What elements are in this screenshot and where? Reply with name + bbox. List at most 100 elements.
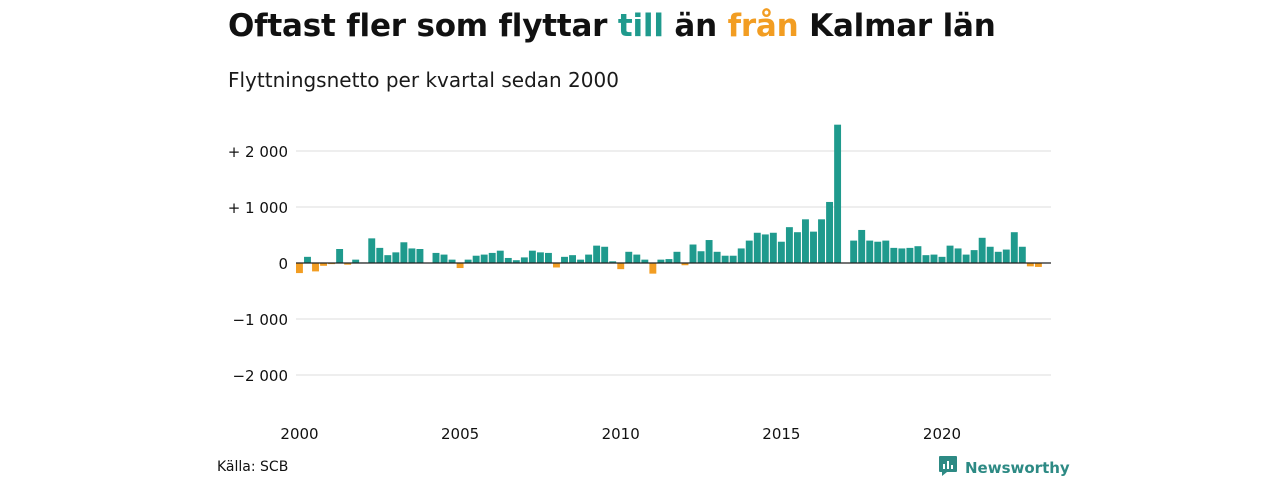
bar: [593, 245, 601, 263]
title-part: Oftast fler som flyttar: [228, 8, 618, 44]
bar: [577, 259, 585, 263]
bar: [922, 255, 930, 263]
bar: [392, 252, 400, 263]
bar: [408, 248, 416, 263]
bar: [400, 242, 408, 263]
bar: [520, 257, 528, 263]
bar: [344, 263, 352, 265]
bar: [416, 249, 424, 263]
bar: [906, 247, 914, 263]
bar: [352, 259, 360, 263]
bar: [970, 250, 978, 263]
bar: [320, 263, 328, 266]
bar: [850, 240, 858, 263]
bar: [882, 240, 890, 263]
chart-title: Oftast fler som flyttar till än från Kal…: [228, 8, 996, 44]
bar: [561, 256, 568, 263]
bar: [729, 255, 737, 263]
bar: [1010, 232, 1018, 263]
bar: [456, 263, 464, 269]
bar: [898, 248, 906, 263]
bar: [793, 232, 801, 263]
y-tick-label: −2 000: [232, 367, 288, 385]
bar: [432, 252, 440, 263]
x-tick-label: 2010: [602, 425, 640, 443]
bar: [384, 255, 392, 263]
y-tick-label: + 2 000: [228, 143, 288, 161]
source-note: Källa: SCB: [217, 459, 289, 475]
y-tick-label: + 1 000: [228, 199, 288, 217]
bar: [930, 254, 938, 263]
bar: [914, 246, 922, 263]
y-axis-labels: + 2 000 + 1 000 0 −1 000 −2 000: [228, 143, 288, 385]
bar: [753, 232, 761, 263]
bar: [946, 245, 954, 263]
bar: [938, 256, 946, 263]
bar: [625, 251, 633, 263]
bar: [785, 227, 793, 263]
bar: [713, 251, 721, 263]
bar: [721, 255, 729, 263]
bar: [480, 254, 488, 263]
title-part: än: [663, 8, 728, 44]
bars: [296, 124, 1042, 274]
brand-name: Newsworthy: [965, 459, 1070, 477]
x-axis-labels: 2000 2005 2010 2015 2020: [280, 425, 961, 443]
bar: [1034, 263, 1042, 267]
bar: [826, 201, 834, 263]
bar: [954, 248, 962, 263]
bar: [745, 240, 753, 263]
bar: [304, 256, 311, 263]
bar: [890, 247, 898, 263]
bar: [553, 263, 560, 268]
bar: [312, 263, 319, 272]
bar: [488, 252, 496, 263]
gridlines: [296, 150, 1051, 376]
bar: [657, 259, 665, 263]
bar: [617, 263, 625, 270]
bar: [296, 263, 303, 274]
bar: [609, 261, 617, 263]
bar: [769, 232, 777, 263]
bar: [544, 252, 552, 263]
bar: [962, 254, 970, 263]
x-tick-label: 2020: [923, 425, 961, 443]
title-keyword-fran: från: [727, 8, 799, 44]
bar: [986, 246, 994, 263]
bar: [994, 251, 1002, 263]
bar: [448, 259, 456, 263]
bar: [336, 249, 344, 263]
y-tick-label: −1 000: [232, 311, 288, 329]
bar: [681, 263, 689, 266]
bar: [978, 237, 986, 263]
bar: [512, 260, 520, 263]
bar: [697, 251, 705, 263]
bar: [866, 240, 874, 263]
bar: [633, 254, 641, 263]
bar: [641, 259, 649, 263]
bar: [464, 259, 472, 263]
bar: [585, 254, 593, 263]
bar: [569, 255, 576, 263]
title-part: Kalmar län: [798, 8, 996, 44]
bar: [601, 246, 609, 263]
bar: [689, 244, 697, 263]
bar: [472, 255, 480, 263]
bar: [818, 219, 825, 263]
bar: [649, 263, 657, 274]
bar: [705, 240, 713, 263]
bar: [504, 257, 512, 263]
bar: [737, 248, 745, 263]
x-tick-label: 2015: [762, 425, 800, 443]
bar: [673, 251, 681, 263]
bar: [810, 231, 817, 263]
bar: [858, 229, 866, 263]
bar: [440, 254, 448, 263]
title-keyword-till: till: [617, 8, 664, 44]
brand[interactable]: Newsworthy: [938, 455, 1070, 481]
y-tick-label: 0: [278, 255, 288, 273]
bar: [376, 247, 384, 263]
bar: [528, 250, 536, 263]
chart-subtitle: Flyttningsnetto per kvartal sedan 2000: [228, 68, 619, 92]
